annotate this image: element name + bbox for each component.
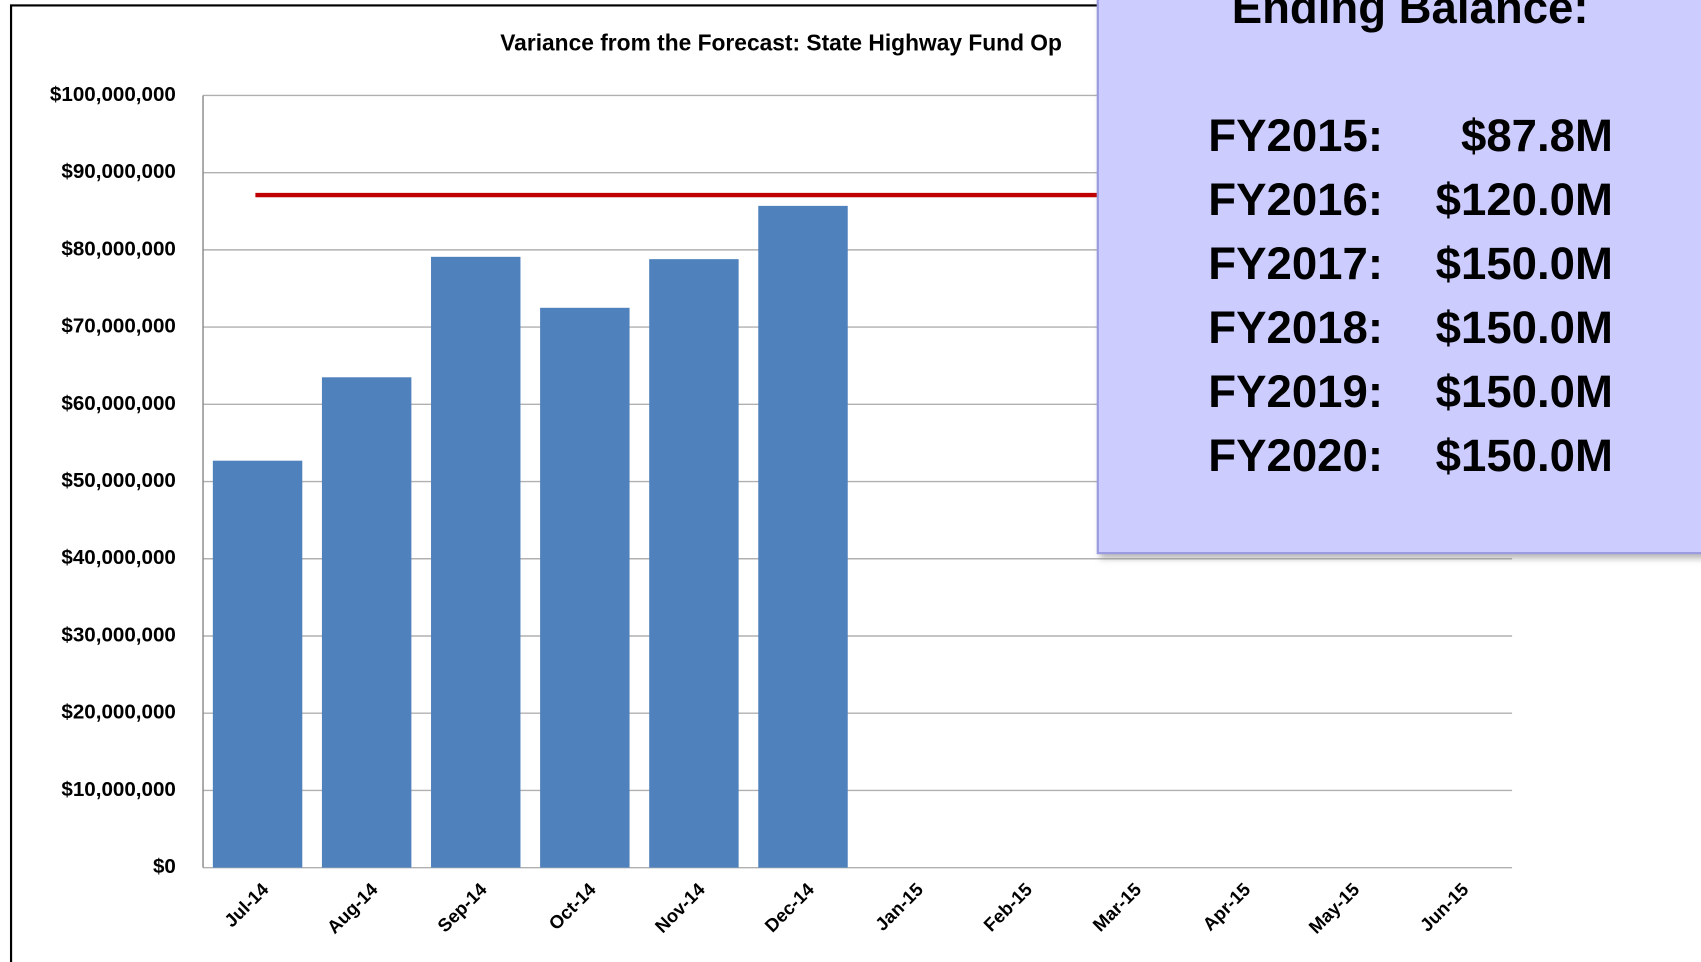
x-tick-label: Nov-14: [651, 878, 710, 937]
y-tick-label: $80,000,000: [61, 237, 176, 260]
y-tick-label: $20,000,000: [61, 701, 176, 724]
bar: [321, 377, 412, 868]
overlay-year: FY2015:: [1208, 110, 1383, 161]
x-tick-label: May-15: [1304, 879, 1363, 938]
y-tick-label: $90,000,000: [61, 160, 176, 183]
chart-title: Variance from the Forecast: State Highwa…: [500, 29, 1062, 55]
overlay-year: FY2018:: [1208, 302, 1383, 353]
x-tick-label: Sep-14: [433, 878, 491, 936]
overlay-amount: $120.0M: [1436, 174, 1613, 225]
overlay-year: FY2019:: [1208, 366, 1383, 417]
y-tick-label: $40,000,000: [61, 546, 176, 569]
x-tick-label: Aug-14: [323, 878, 383, 938]
y-tick-label: $50,000,000: [61, 469, 176, 492]
overlay-box: Ending Balance: FY2015: $87.8M FY2016: $120…: [1096, 0, 1701, 555]
x-tick-label: Jul-14: [220, 878, 273, 931]
x-tick-label: Dec-14: [760, 878, 818, 936]
chart-frame: [9, 4, 1701, 962]
overlay-year: FY2020:: [1208, 430, 1383, 481]
y-tick-label: $70,000,000: [61, 315, 176, 338]
bar: [540, 307, 630, 868]
x-tick-label: Feb-15: [979, 879, 1036, 936]
overlay-title: Ending Balance:: [1232, 0, 1589, 33]
overlay-amount: $87.8M: [1461, 110, 1613, 161]
bar: [649, 259, 739, 868]
x-tick-label: Oct-14: [544, 878, 600, 934]
overlay-year: FY2017:: [1208, 238, 1383, 289]
x-tick-label: Jun-15: [1416, 879, 1473, 936]
bar: [758, 205, 848, 868]
y-tick-label: $100,000,000: [50, 83, 176, 106]
bar: [431, 256, 521, 868]
y-tick-label: $0: [153, 855, 176, 878]
overlay-amount: $150.0M: [1436, 366, 1613, 417]
overlay-amount: $150.0M: [1436, 302, 1613, 353]
x-tick-label: Mar-15: [1088, 879, 1145, 936]
x-tick-label: Jan-15: [871, 879, 927, 935]
x-tick-label: Apr-15: [1198, 879, 1254, 935]
y-tick-label: $30,000,000: [61, 623, 176, 646]
plot-area: $0 $10,000,000 $20,000,000 $30,000,000 $40,0…: [50, 83, 1513, 938]
bar: [212, 460, 303, 868]
y-tick-label: $60,000,000: [61, 392, 176, 415]
overlay-amount: $150.0M: [1436, 238, 1613, 289]
overlay-year: FY2016:: [1208, 174, 1383, 225]
overlay-background: [1096, 0, 1701, 555]
y-tick-label: $10,000,000: [61, 778, 176, 801]
overlay-amount: $150.0M: [1436, 430, 1613, 481]
